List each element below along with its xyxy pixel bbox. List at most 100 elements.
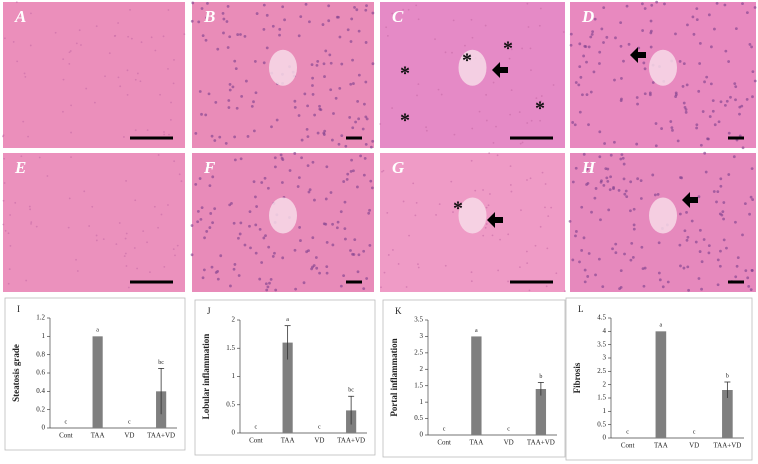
texture <box>641 29 645 32</box>
texture <box>173 59 175 61</box>
texture <box>709 82 713 86</box>
texture <box>704 170 708 174</box>
texture <box>201 34 205 37</box>
texture <box>482 189 484 191</box>
texture <box>707 251 711 255</box>
texture <box>302 281 306 285</box>
panel-label: A <box>14 7 26 26</box>
texture <box>222 31 225 35</box>
texture <box>594 187 598 190</box>
texture <box>30 12 32 15</box>
texture <box>210 265 214 269</box>
texture <box>338 86 342 90</box>
texture <box>643 266 647 270</box>
texture <box>293 152 297 155</box>
texture <box>254 251 258 255</box>
texture <box>637 46 641 50</box>
chart: J Lobular inflammation 0 0.5 1 1.5 2 Cont c TAA a V… <box>194 299 376 456</box>
x-tick-label: TAA+VD <box>713 442 741 450</box>
texture <box>329 88 333 92</box>
texture <box>734 275 738 279</box>
texture <box>598 62 601 65</box>
texture <box>275 118 279 122</box>
texture <box>678 59 682 63</box>
texture <box>444 51 447 54</box>
texture <box>750 167 754 171</box>
texture <box>365 117 369 121</box>
texture <box>618 287 622 291</box>
texture <box>654 122 658 125</box>
texture <box>698 228 702 232</box>
texture <box>198 177 202 180</box>
texture <box>69 50 72 52</box>
texture <box>627 42 631 46</box>
texture <box>293 105 297 109</box>
texture <box>339 210 343 214</box>
texture <box>719 249 722 253</box>
texture <box>226 4 230 8</box>
texture <box>440 93 443 96</box>
texture <box>614 36 617 40</box>
texture <box>194 132 198 135</box>
texture <box>324 49 328 53</box>
texture <box>735 264 739 268</box>
texture <box>239 221 243 225</box>
texture <box>636 102 639 106</box>
texture <box>332 112 335 115</box>
texture <box>102 238 105 241</box>
texture <box>271 255 275 258</box>
y-tick-label: 2 <box>232 316 236 324</box>
error-bar <box>537 382 544 396</box>
texture <box>387 254 390 256</box>
y-tick-label: 0.2 <box>36 405 45 413</box>
texture <box>571 180 575 184</box>
texture <box>750 45 753 49</box>
texture <box>200 206 204 210</box>
texture <box>589 90 593 94</box>
texture <box>510 89 513 91</box>
texture <box>190 19 194 23</box>
texture <box>597 257 601 261</box>
texture <box>205 230 209 233</box>
texture <box>316 131 320 135</box>
texture <box>594 273 597 277</box>
texture <box>631 255 635 259</box>
texture <box>630 242 634 245</box>
texture <box>583 268 587 272</box>
texture <box>578 65 582 69</box>
significance-label: bc <box>158 360 164 366</box>
texture <box>386 211 389 214</box>
texture <box>210 134 214 138</box>
texture <box>497 269 500 272</box>
texture <box>707 13 711 17</box>
texture <box>699 143 703 147</box>
texture <box>190 253 194 257</box>
texture <box>362 173 366 177</box>
texture <box>470 271 473 274</box>
texture <box>248 210 252 214</box>
texture <box>417 18 420 21</box>
texture <box>604 167 608 171</box>
texture <box>687 288 691 292</box>
texture <box>162 35 165 38</box>
texture <box>509 184 512 186</box>
texture <box>356 270 360 274</box>
texture <box>485 93 488 96</box>
texture <box>713 123 717 127</box>
texture <box>541 171 544 174</box>
texture <box>9 244 12 247</box>
texture <box>306 104 310 108</box>
histology-panel: H <box>568 151 756 292</box>
texture <box>235 106 239 110</box>
texture <box>83 190 86 193</box>
texture <box>255 205 258 208</box>
texture <box>639 197 643 200</box>
texture <box>153 205 156 208</box>
texture <box>30 223 32 225</box>
texture <box>22 120 25 123</box>
texture <box>246 135 250 138</box>
texture <box>322 62 326 66</box>
texture <box>485 119 488 122</box>
texture <box>582 54 586 58</box>
texture <box>708 115 712 118</box>
